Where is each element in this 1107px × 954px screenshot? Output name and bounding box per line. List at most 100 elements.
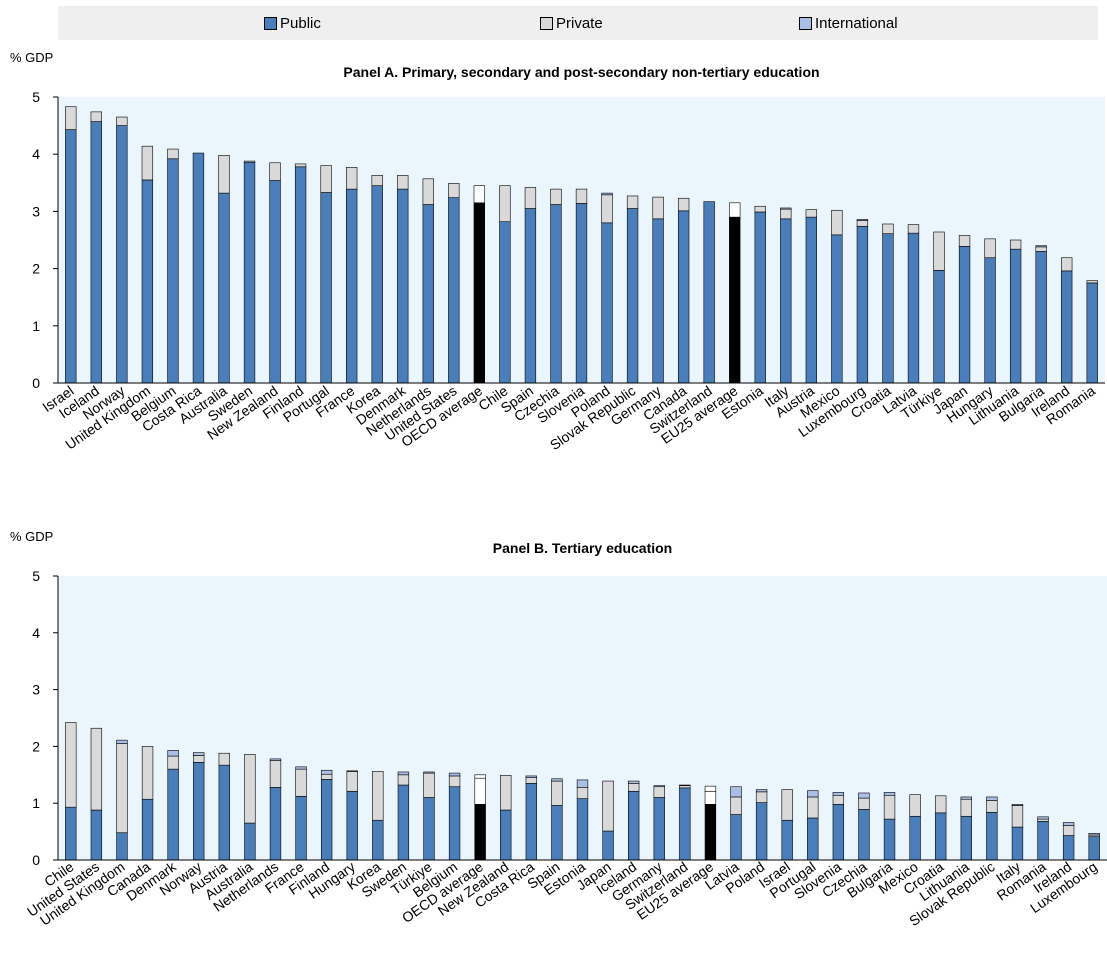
panel-a-bar-public (805, 216, 817, 384)
panel-b-bar-international (807, 790, 819, 798)
panel-b-bar-international (1088, 833, 1100, 836)
panel-b-bar-international (269, 758, 282, 761)
panel-b-bar-public (525, 783, 538, 861)
panel-b-bar-private (781, 789, 793, 821)
panel-a-bar-international (856, 219, 869, 221)
panel-a-bar-public (1086, 282, 1098, 384)
panel-a-bar-public (499, 221, 511, 384)
legend-label-private: Private (556, 15, 603, 32)
panel-a-bar-public (192, 152, 205, 384)
panel-a-bar-public (346, 188, 358, 384)
panel-b-bar-public (372, 819, 384, 861)
panel-b-bar-international (551, 778, 563, 782)
panel-a-bar-international (1035, 245, 1047, 248)
panel-b-bar-private (858, 797, 870, 810)
panel-b-bar-public (551, 805, 563, 861)
panel-b-bar-private (730, 796, 742, 815)
panel-a-bar-private (422, 178, 434, 205)
panel-a-bar-private (626, 195, 639, 209)
panel-a-bar-public (269, 180, 281, 384)
panel-a-bar-private (218, 155, 230, 194)
panel-a-bar-private (243, 160, 256, 163)
panel-a-bar-public (141, 179, 154, 384)
legend-swatch-public (264, 17, 277, 30)
panel-a-bar-private (141, 145, 154, 181)
panel-b-bar-private (244, 754, 256, 824)
panel-a-bar-public (729, 216, 741, 384)
panel-a-bar-private (167, 148, 179, 160)
panel-b-bar-public (1037, 821, 1049, 861)
panel-a-bar-public (652, 218, 664, 384)
panel-a-bar-private (65, 106, 77, 130)
panel-b-y-axis-label: % GDP (10, 529, 53, 544)
panel-b-bar-private (883, 794, 896, 820)
panel-a-bar-private (575, 188, 588, 204)
panel-b-bar-international (193, 752, 205, 756)
panel-b-bar-international (1037, 816, 1049, 820)
panel-a-bar-international (780, 207, 792, 210)
panel-a-y-tick-label: 5 (32, 89, 40, 105)
panel-a-title: Panel A. Primary, secondary and post-sec… (343, 64, 819, 80)
panel-b-bar-private (269, 760, 282, 788)
panel-b-bar-private (320, 773, 333, 780)
panel-b-bar-international (755, 789, 768, 793)
panel-b-bar-international (858, 792, 870, 799)
panel-b-bar-public (1062, 835, 1075, 861)
panel-b-bar-public (909, 815, 921, 861)
panel-a-bar-private (958, 235, 971, 247)
panel-a-bar-public (958, 245, 971, 384)
panel-a-bar-public (90, 121, 102, 384)
panel-a-bar-private (116, 116, 128, 126)
panel-b-bar-public (883, 818, 896, 861)
panel-b-bar-private (935, 795, 947, 814)
panel-b-bar-public (858, 809, 870, 861)
panel-b-bar-private (807, 796, 819, 819)
panel-b-bar-private (346, 771, 358, 792)
panel-a-bar-private (346, 167, 358, 190)
panel-a-bar-public (294, 166, 307, 384)
panel-a-bar-public (601, 222, 613, 384)
panel-a-bar-public (320, 192, 332, 384)
panel-b-bar-international (320, 769, 333, 775)
panel-a-bar-private (805, 209, 817, 218)
panel-a-bar-public (780, 218, 792, 384)
legend-item-international: International (799, 15, 898, 32)
panel-a-bar-public (626, 208, 639, 384)
panel-b-bar-private (679, 785, 691, 789)
panel-b-bar-public (423, 797, 435, 861)
panel-b-bar-private (500, 775, 512, 811)
panel-b-bar-public (65, 806, 77, 861)
panel-a-bar-public (1009, 248, 1022, 384)
panel-a-bar-private (320, 165, 332, 193)
panel-b-bar-international (832, 792, 845, 796)
panel-b-bar-private (116, 743, 128, 834)
panel-a-bar-private (473, 185, 486, 204)
panel-b-bar-international (704, 785, 717, 792)
panel-b-bar-international (397, 771, 410, 776)
panel-b-bar-public (167, 768, 179, 861)
panel-b-bar-international (986, 796, 998, 801)
panel-a-bar-private (1061, 257, 1073, 272)
panel-a-bar-private (907, 224, 920, 234)
panel-a-bar-public (448, 197, 460, 384)
panel-a-bar-private (448, 183, 460, 198)
panel-a-bar-private (601, 194, 613, 224)
panel-b-bar-private (986, 800, 998, 813)
panel-b-bar-public (832, 804, 845, 861)
panel-b-bar-public (986, 811, 998, 861)
panel-a-bar-private (652, 196, 664, 220)
panel-b-bar-public (116, 832, 128, 861)
panel-b-bar-private (1037, 818, 1049, 822)
panel-b-bar-international (1062, 822, 1075, 826)
panel-b-bar-international (960, 796, 972, 800)
panel-a-bar-public (703, 201, 715, 384)
panel-a-y-axis-label: % GDP (10, 50, 53, 65)
panel-b-bar-private (653, 786, 665, 798)
panel-b-bar-public (755, 802, 768, 861)
panel-b-bar-public (627, 790, 640, 861)
panel-b-bar-international (295, 766, 307, 770)
panel-a-bar-private (524, 187, 537, 209)
panel-a-bar-public (371, 185, 383, 384)
panel-b-bar-private (448, 775, 461, 788)
